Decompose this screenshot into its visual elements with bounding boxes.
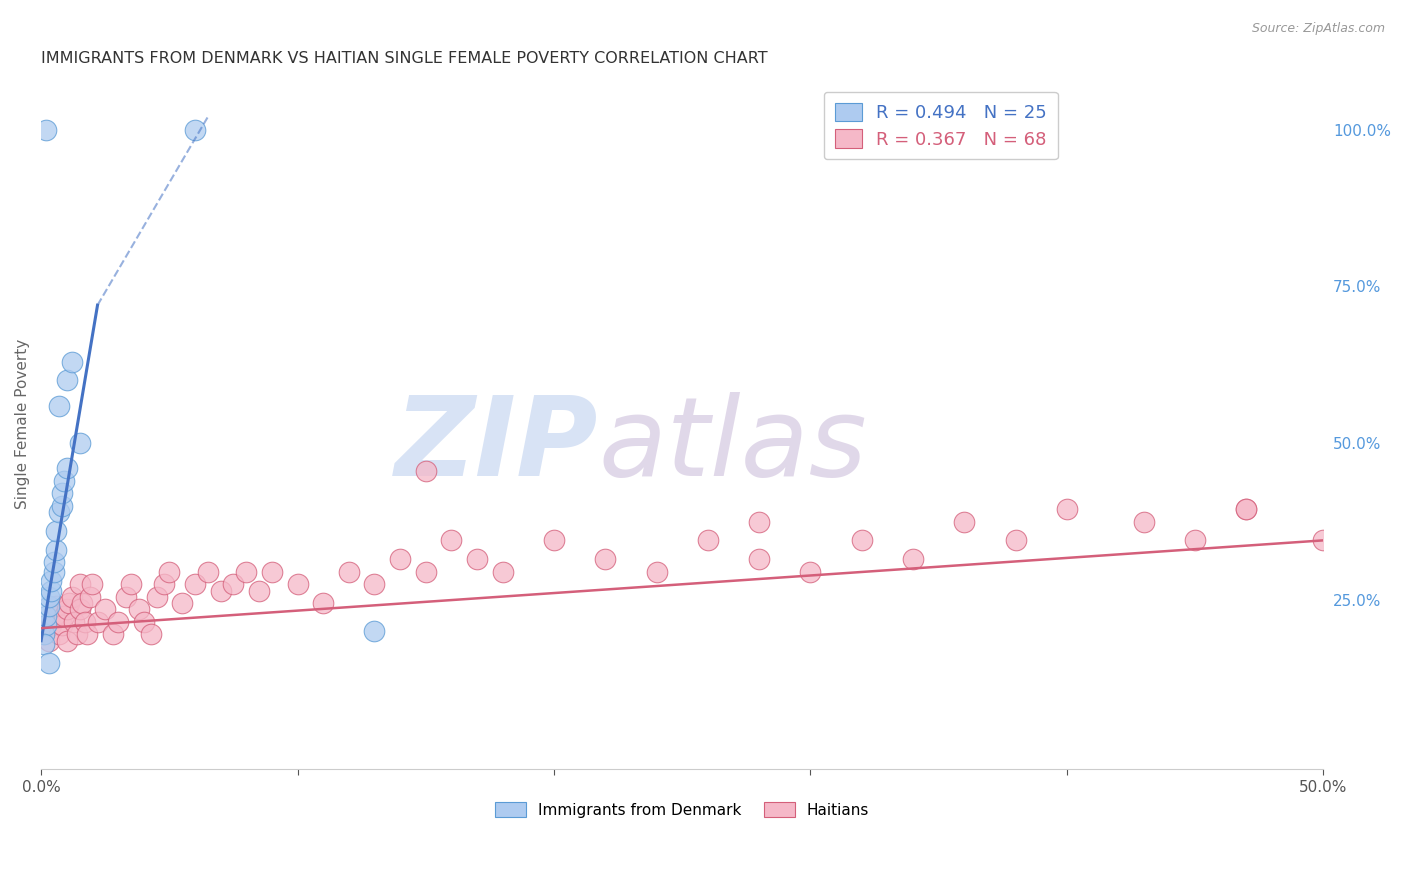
Point [197,565,219,579]
Point [38,633,60,648]
Point [120,577,142,591]
Point [145,590,167,604]
Point [851,533,873,548]
Text: ZIP: ZIP [395,392,599,499]
Point [247,583,270,598]
Point [953,515,976,529]
Point [70,596,93,610]
Point [41,574,63,588]
Point [172,596,194,610]
Point [101,627,124,641]
Point [55,461,77,475]
Text: atlas: atlas [599,392,868,499]
Point [53,474,76,488]
Point [79,590,101,604]
Point [415,565,437,579]
Point [696,533,718,548]
Point [69,577,91,591]
Point [363,577,385,591]
Point [1234,502,1257,516]
Point [312,596,335,610]
Point [440,533,463,548]
Point [363,624,385,639]
Point [492,565,515,579]
Point [60,354,83,368]
Point [1004,533,1026,548]
Point [748,515,770,529]
Point [60,590,83,604]
Point [153,577,176,591]
Point [48,399,70,413]
Point [235,565,257,579]
Point [73,615,96,629]
Point [1234,502,1257,516]
Point [69,602,91,616]
Point [157,565,180,579]
Point [222,577,245,591]
Text: Source: ZipAtlas.com: Source: ZipAtlas.com [1251,22,1385,36]
Point [76,627,98,641]
Point [184,122,207,136]
Point [38,656,60,670]
Point [209,583,232,598]
Point [32,637,55,651]
Point [55,633,77,648]
Point [66,627,89,641]
Point [799,565,821,579]
Point [141,627,163,641]
Point [415,464,437,478]
Point [1132,515,1154,529]
Point [55,373,77,387]
Point [58,596,80,610]
Point [42,608,65,623]
Point [53,608,76,623]
Point [465,552,488,566]
Point [94,602,117,616]
Point [41,618,63,632]
Point [63,615,86,629]
Point [48,505,70,519]
Point [107,615,129,629]
Point [543,533,565,548]
Point [1056,502,1078,516]
Point [45,524,67,538]
Point [1312,533,1334,548]
Point [337,565,360,579]
Point [82,577,104,591]
Point [132,615,155,629]
Point [51,486,73,500]
Point [901,552,924,566]
Point [35,618,58,632]
Y-axis label: Single Female Poverty: Single Female Poverty [15,339,30,509]
Point [260,565,283,579]
Point [51,499,73,513]
Point [51,618,73,632]
Point [389,552,412,566]
Point [45,542,67,557]
Point [38,590,60,604]
Point [35,122,58,136]
Legend: Immigrants from Denmark, Haitians: Immigrants from Denmark, Haitians [489,796,876,823]
Point [35,608,58,623]
Point [69,436,91,450]
Point [45,599,67,614]
Point [128,602,150,616]
Point [55,602,77,616]
Point [42,565,65,579]
Point [184,577,207,591]
Point [38,599,60,614]
Point [593,552,616,566]
Point [32,627,55,641]
Point [287,577,309,591]
Point [42,555,65,569]
Point [86,615,108,629]
Text: IMMIGRANTS FROM DENMARK VS HAITIAN SINGLE FEMALE POVERTY CORRELATION CHART: IMMIGRANTS FROM DENMARK VS HAITIAN SINGL… [41,51,768,66]
Point [48,627,70,641]
Point [645,565,668,579]
Point [114,590,136,604]
Point [41,583,63,598]
Point [1184,533,1206,548]
Point [32,627,55,641]
Point [748,552,770,566]
